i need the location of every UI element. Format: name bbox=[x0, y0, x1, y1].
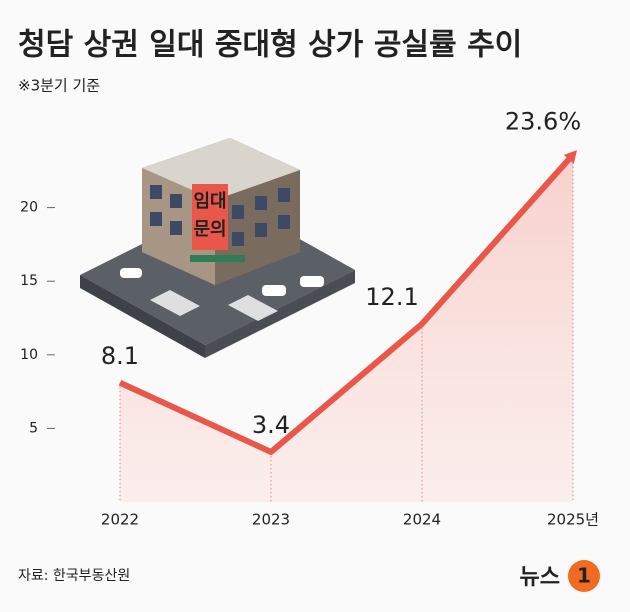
chart-subtitle: ※3분기 기준 bbox=[18, 77, 100, 95]
logo-text: 뉴스 bbox=[520, 565, 560, 590]
source: 자료: 한국부동산원 bbox=[18, 568, 130, 584]
y-tick-label: 20 bbox=[20, 200, 38, 216]
svg-text:문의: 문의 bbox=[193, 219, 226, 240]
building-illustration: 임대 문의 bbox=[80, 138, 355, 358]
x-tick-label: 2024 bbox=[403, 511, 441, 529]
chart-title: 청담 상권 일대 중대형 상가 공실률 추이 bbox=[18, 28, 522, 63]
logo-mark: 1 bbox=[577, 564, 591, 588]
data-label: 8.1 bbox=[101, 342, 139, 370]
x-tick-label: 2023 bbox=[252, 511, 290, 529]
y-tick-label: 5 bbox=[29, 420, 38, 436]
line bbox=[118, 152, 576, 455]
y-tick-label: 10 bbox=[20, 347, 38, 363]
x-tick-label: 2025년 bbox=[547, 511, 599, 529]
plot-area: 5 10 15 20 2022 2023 2024 2025년 8.1 3.4 12.1 23.6% bbox=[20, 108, 599, 529]
x-tick-label: 2022 bbox=[101, 511, 139, 529]
data-label: 23.6% bbox=[505, 108, 581, 136]
area bbox=[120, 154, 573, 502]
logo: 뉴스 1 bbox=[520, 560, 600, 592]
data-label: 3.4 bbox=[252, 411, 290, 439]
arrow-head bbox=[563, 150, 577, 164]
y-tick-label: 15 bbox=[20, 273, 38, 289]
data-label: 12.1 bbox=[365, 283, 418, 311]
svg-text:임대: 임대 bbox=[193, 191, 226, 212]
